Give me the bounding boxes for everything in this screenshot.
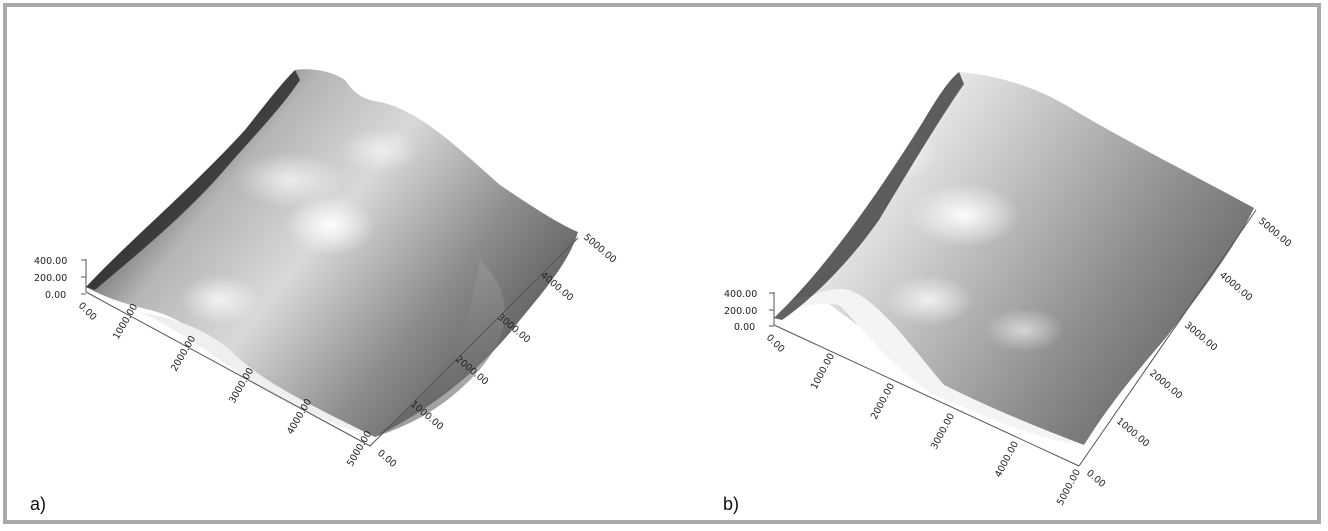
panel-b-z-tick: 400.00 <box>724 289 757 300</box>
panel-a-z-tick: 0.00 <box>45 290 66 301</box>
panel-b-plot: 400.00 200.00 0.00 0.00 1000.00 2000.00 … <box>724 72 1293 508</box>
panel-a-z-tick: 400.00 <box>34 256 67 267</box>
panel-a-shadow-ridge <box>86 70 300 290</box>
panel-a-plot: 400.00 200.00 0.00 0.00 1000.00 2000.00 … <box>34 69 618 470</box>
panel-a-label: a) <box>30 494 47 514</box>
panel-a-bump-4 <box>340 128 420 172</box>
panel-b-afm-surface: 400.00 200.00 0.00 0.00 1000.00 2000.00 … <box>664 0 1328 523</box>
panel-a-y-tick: 0.00 <box>375 448 398 470</box>
panel-a-y-axis <box>369 237 579 447</box>
panel-a-z-tick: 200.00 <box>34 273 67 284</box>
panel-b-bump-1 <box>909 183 1019 247</box>
panel-b-label: b) <box>723 494 740 514</box>
panel-b-x-tick: 3000.00 <box>929 412 957 452</box>
panel-b-y-tick: 4000.00 <box>1217 270 1254 304</box>
panel-b-x-tick: 0.00 <box>764 332 787 355</box>
panel-b-y-tick: 5000.00 <box>1256 216 1293 250</box>
panel-b-y-tick: 1000.00 <box>1114 416 1151 450</box>
panel-b-y-axis <box>1078 209 1257 467</box>
panel-b-y-tick: 2000.00 <box>1147 368 1184 402</box>
panel-b-shadow-ridge <box>774 72 964 320</box>
panel-b-front-edge <box>774 289 1084 445</box>
panel-a-x-tick: 0.00 <box>76 300 99 323</box>
panel-b-surface <box>774 72 1254 445</box>
panel-b-y-tick: 3000.00 <box>1182 320 1219 354</box>
panel-b-x-tick: 5000.00 <box>1055 468 1083 508</box>
panel-a-y-tick: 5000.00 <box>581 232 618 266</box>
panel-b-x-axis <box>773 324 1080 467</box>
panel-a-x-axis <box>85 291 371 447</box>
panel-b-bump-3 <box>984 308 1064 352</box>
panel-a-front-edge <box>140 312 375 437</box>
panel-b-bump-2 <box>884 275 974 325</box>
panel-b-z-tick: 200.00 <box>724 306 757 317</box>
panel-a-right-slope <box>375 260 505 437</box>
panel-a-bump-2 <box>235 152 345 208</box>
panel-a-bump-3 <box>180 275 260 325</box>
panel-a-afm-surface: 400.00 200.00 0.00 0.00 1000.00 2000.00 … <box>0 0 664 523</box>
panel-b-z-tick: 0.00 <box>734 322 755 333</box>
panel-a-bump-1 <box>285 195 375 255</box>
panel-b-y-tick: 0.00 <box>1084 468 1107 490</box>
panel-b-x-tick: 2000.00 <box>869 382 897 422</box>
panel-b-x-tick: 4000.00 <box>993 440 1021 480</box>
panel-b-x-tick: 1000.00 <box>809 352 837 392</box>
